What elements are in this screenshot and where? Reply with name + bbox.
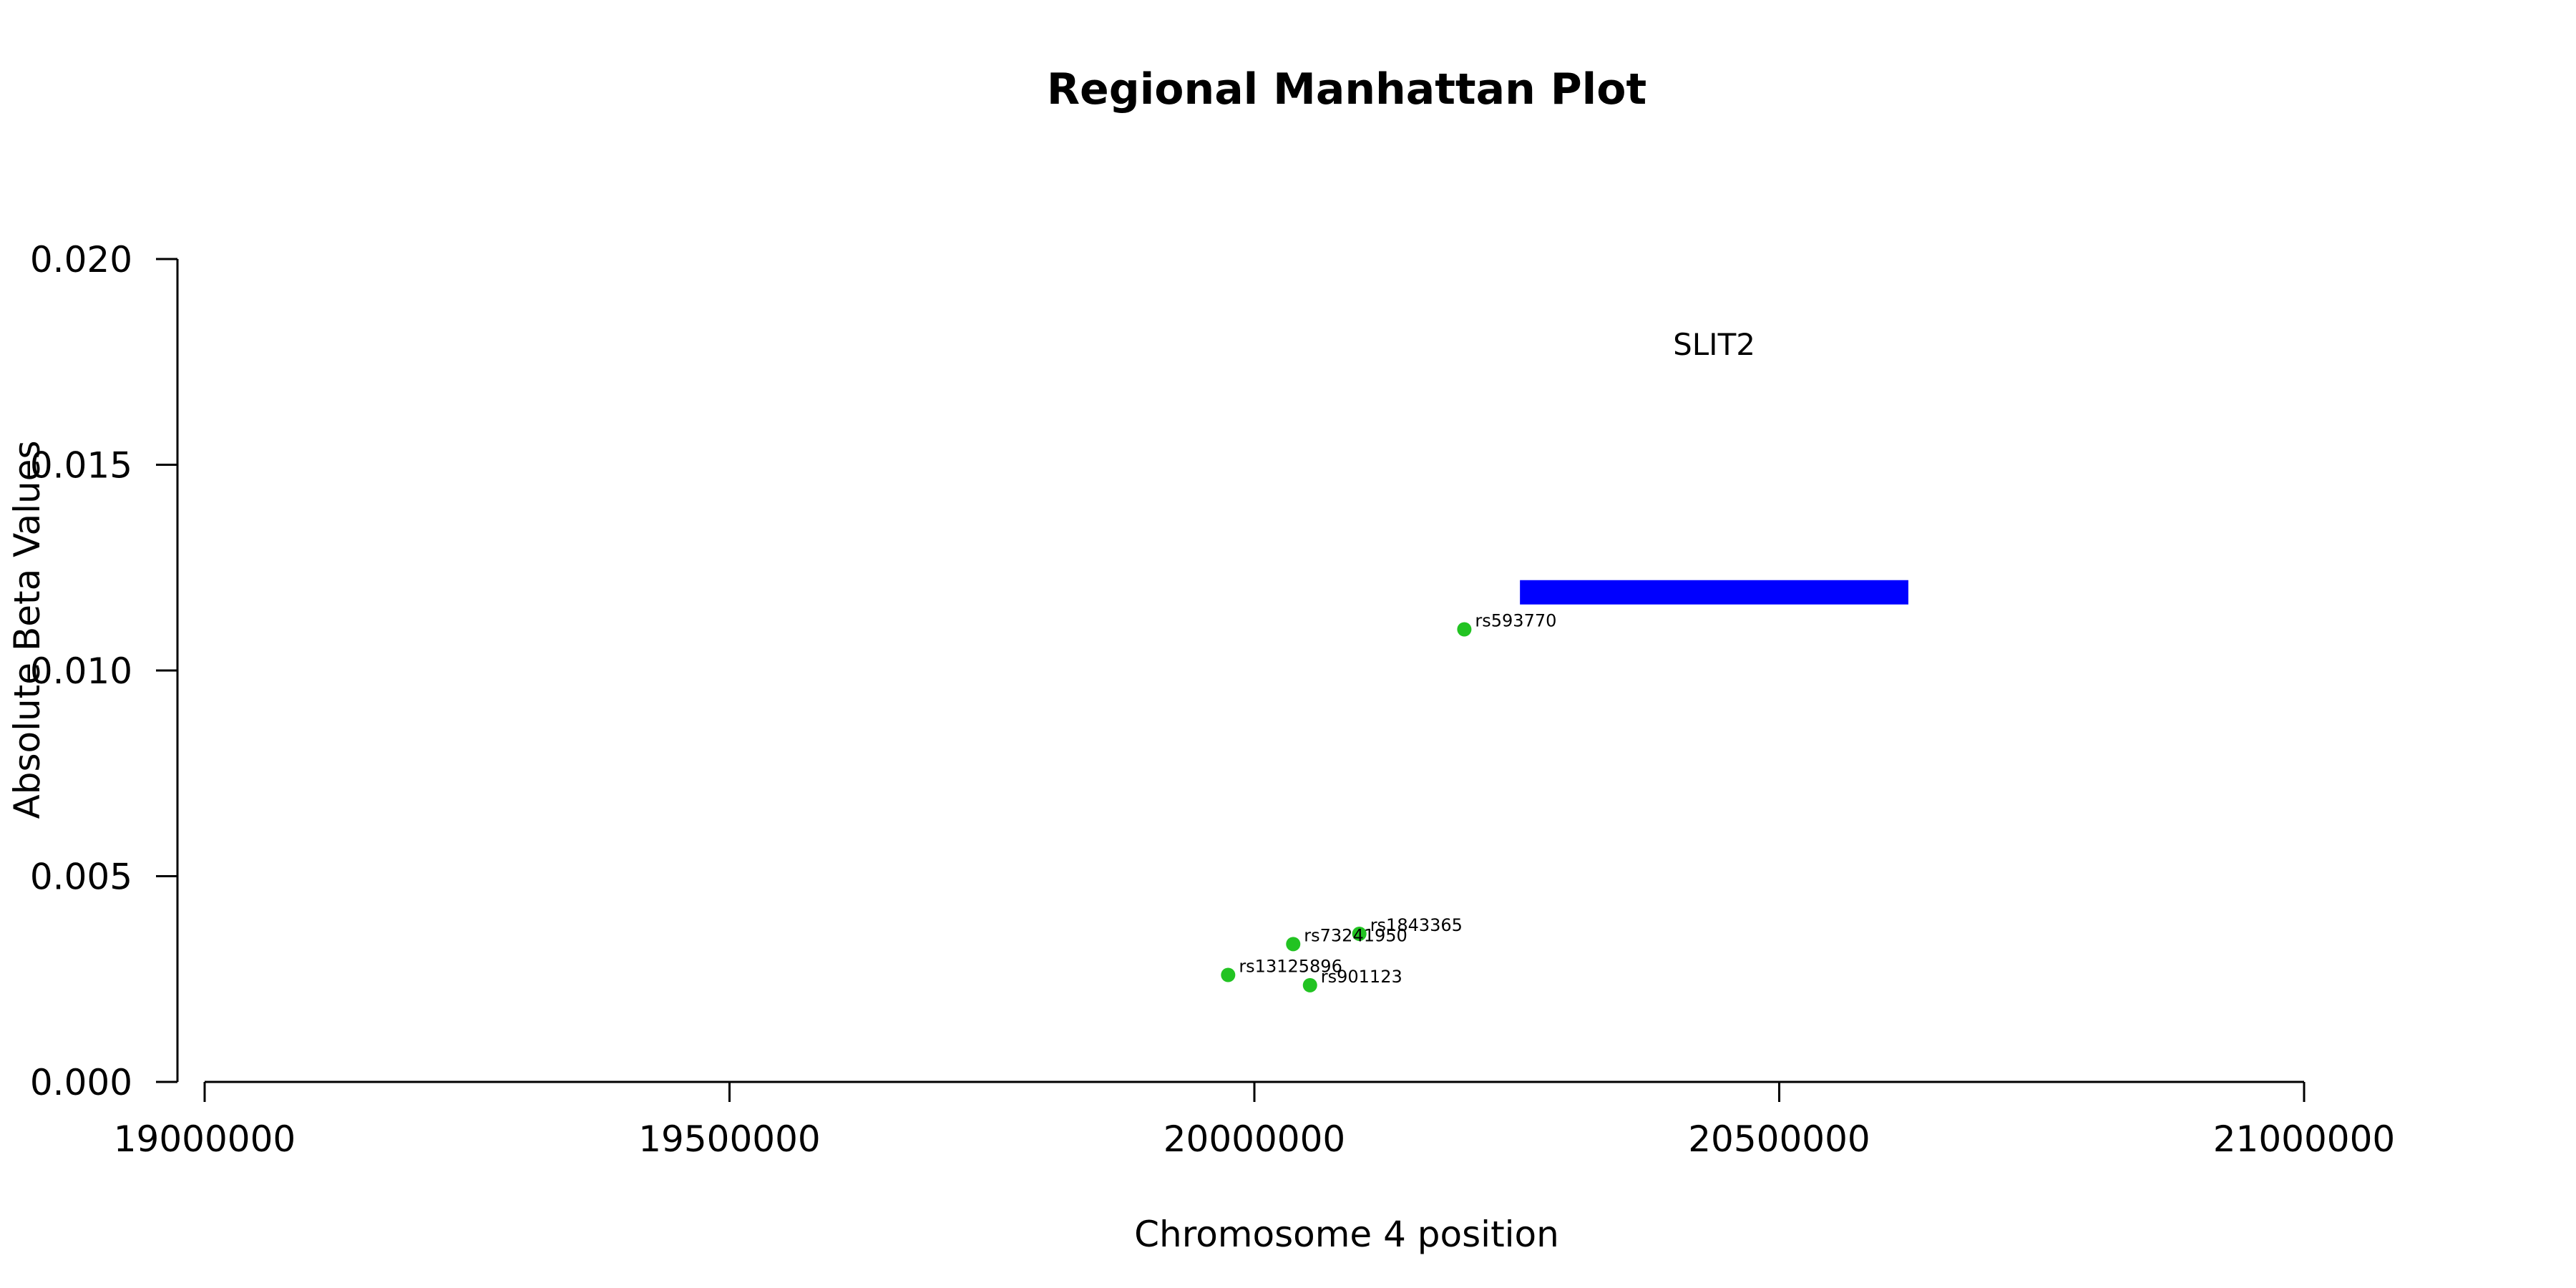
y-tick-label: 0.020 <box>30 239 132 280</box>
snp-point <box>1221 967 1236 982</box>
y-tick-label: 0.000 <box>30 1062 132 1103</box>
x-tick-label: 20000000 <box>1163 1118 1346 1160</box>
gene-bar <box>1520 580 1908 605</box>
x-tick-label: 20500000 <box>1688 1118 1870 1160</box>
snp-label: rs13125896 <box>1239 957 1342 977</box>
y-tick-label: 0.005 <box>30 857 132 898</box>
y-tick-label: 0.010 <box>30 650 132 692</box>
axes: 19000000 19500000 20000000 20500000 21000000… <box>30 239 2395 1160</box>
chart-title: Regional Manhattan Plot <box>1047 64 1646 114</box>
x-tick-label: 19500000 <box>638 1118 821 1160</box>
snp-point <box>1457 622 1472 637</box>
snp-point <box>1302 977 1317 992</box>
snp-label: rs1843365 <box>1370 915 1463 935</box>
x-tick-label: 19000000 <box>114 1118 296 1160</box>
snp-label: rs593770 <box>1475 611 1556 631</box>
snp-point <box>1352 927 1367 941</box>
snp-label: rs73241950 <box>1304 925 1407 945</box>
gene-label: SLIT2 <box>1673 327 1755 362</box>
x-tick-label: 21000000 <box>2213 1118 2396 1160</box>
y-tick-label: 0.015 <box>30 445 132 487</box>
y-axis-label: Absolute Beta Values <box>6 441 48 819</box>
x-axis-label: Chromosome 4 position <box>1134 1214 1559 1255</box>
gene-layer: SLIT2 <box>1520 327 1908 605</box>
snp-label: rs901123 <box>1321 967 1402 987</box>
snp-point <box>1286 937 1301 952</box>
